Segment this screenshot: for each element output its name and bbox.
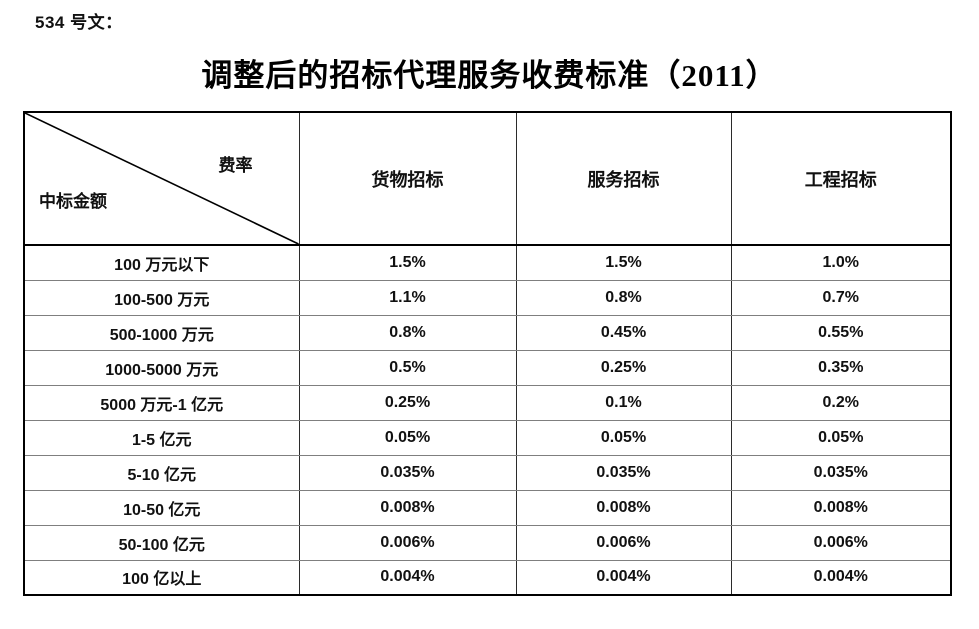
amount-range-cell: 100 亿以上 xyxy=(23,559,300,596)
diagonal-corner-cell: 费率 中标金额 xyxy=(23,111,300,246)
goods-rate-cell: 0.035% xyxy=(298,454,517,491)
goods-rate-cell: 0.008% xyxy=(298,489,517,526)
service-rate-cell: 0.1% xyxy=(515,384,732,421)
goods-rate-cell: 1.1% xyxy=(298,279,517,316)
header-row: 费率 中标金额 货物招标 服务招标 工程招标 xyxy=(23,111,952,246)
corner-label-amount: 中标金额 xyxy=(39,192,107,211)
goods-rate-cell: 0.05% xyxy=(298,419,517,456)
document-number-label: 534 号文： xyxy=(35,13,123,32)
goods-rate-cell: 0.004% xyxy=(298,559,517,596)
engineering-rate-cell: 0.004% xyxy=(730,559,952,596)
goods-rate-cell: 0.006% xyxy=(298,524,517,561)
table-row: 1000-5000 万元 0.5% 0.25% 0.35% xyxy=(23,349,952,386)
goods-rate-cell: 0.25% xyxy=(298,384,517,421)
column-header-service: 服务招标 xyxy=(515,111,732,246)
engineering-rate-cell: 1.0% xyxy=(730,244,952,281)
corner-label-rate: 费率 xyxy=(218,156,253,175)
amount-range-cell: 50-100 亿元 xyxy=(23,524,300,561)
service-rate-cell: 0.035% xyxy=(515,454,732,491)
engineering-rate-cell: 0.006% xyxy=(730,524,952,561)
column-header-goods: 货物招标 xyxy=(298,111,517,246)
table-row: 50-100 亿元 0.006% 0.006% 0.006% xyxy=(23,524,952,561)
amount-range-cell: 5000 万元-1 亿元 xyxy=(23,384,300,421)
service-rate-cell: 0.004% xyxy=(515,559,732,596)
service-rate-cell: 0.8% xyxy=(515,279,732,316)
fee-rate-table: 费率 中标金额 货物招标 服务招标 工程招标 100 万元以下 1.5% 1.5… xyxy=(23,111,952,596)
table-body: 100 万元以下 1.5% 1.5% 1.0% 100-500 万元 1.1% … xyxy=(23,244,952,596)
table-row: 5-10 亿元 0.035% 0.035% 0.035% xyxy=(23,454,952,491)
table-row: 100 万元以下 1.5% 1.5% 1.0% xyxy=(23,244,952,281)
service-rate-cell: 0.006% xyxy=(515,524,732,561)
amount-range-cell: 100 万元以下 xyxy=(23,244,300,281)
amount-range-cell: 10-50 亿元 xyxy=(23,489,300,526)
service-rate-cell: 0.05% xyxy=(515,419,732,456)
table-row: 100 亿以上 0.004% 0.004% 0.004% xyxy=(23,559,952,596)
table-row: 100-500 万元 1.1% 0.8% 0.7% xyxy=(23,279,952,316)
table-row: 5000 万元-1 亿元 0.25% 0.1% 0.2% xyxy=(23,384,952,421)
table-row: 500-1000 万元 0.8% 0.45% 0.55% xyxy=(23,314,952,351)
goods-rate-cell: 0.8% xyxy=(298,314,517,351)
engineering-rate-cell: 0.035% xyxy=(730,454,952,491)
goods-rate-cell: 1.5% xyxy=(298,244,517,281)
service-rate-cell: 0.008% xyxy=(515,489,732,526)
engineering-rate-cell: 0.05% xyxy=(730,419,952,456)
table-header: 费率 中标金额 货物招标 服务招标 工程招标 xyxy=(23,111,952,246)
goods-rate-cell: 0.5% xyxy=(298,349,517,386)
service-rate-cell: 0.25% xyxy=(515,349,732,386)
engineering-rate-cell: 0.2% xyxy=(730,384,952,421)
page-title: 调整后的招标代理服务收费标准（2011） xyxy=(201,58,778,93)
amount-range-cell: 1-5 亿元 xyxy=(23,419,300,456)
engineering-rate-cell: 0.35% xyxy=(730,349,952,386)
amount-range-cell: 5-10 亿元 xyxy=(23,454,300,491)
amount-range-cell: 100-500 万元 xyxy=(23,279,300,316)
table-row: 1-5 亿元 0.05% 0.05% 0.05% xyxy=(23,419,952,456)
column-header-engineering: 工程招标 xyxy=(730,111,952,246)
engineering-rate-cell: 0.7% xyxy=(730,279,952,316)
engineering-rate-cell: 0.008% xyxy=(730,489,952,526)
amount-range-cell: 1000-5000 万元 xyxy=(23,349,300,386)
service-rate-cell: 1.5% xyxy=(515,244,732,281)
service-rate-cell: 0.45% xyxy=(515,314,732,351)
diagonal-divider-line xyxy=(25,113,299,244)
table-row: 10-50 亿元 0.008% 0.008% 0.008% xyxy=(23,489,952,526)
amount-range-cell: 500-1000 万元 xyxy=(23,314,300,351)
engineering-rate-cell: 0.55% xyxy=(730,314,952,351)
